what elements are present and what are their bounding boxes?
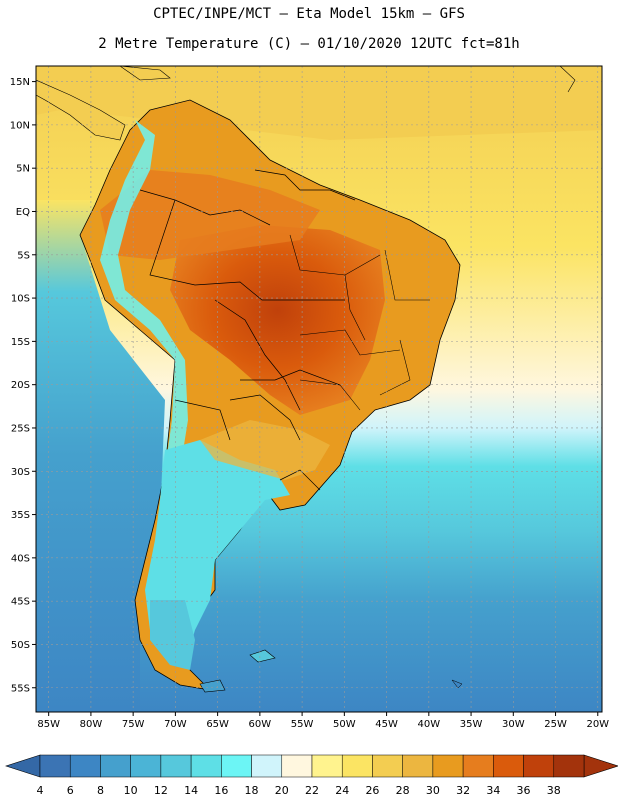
chart-title-line2: 2 Metre Temperature (C) – 01/10/2020 12U…	[98, 36, 520, 52]
lon-tick-label: 75W	[122, 719, 145, 730]
colorbar-label: 26	[365, 784, 379, 797]
tierra-del-fuego	[199, 679, 226, 693]
colorbar-segment	[130, 754, 162, 778]
colorbar-segment	[341, 754, 373, 778]
colorbar-label: 20	[275, 784, 289, 797]
colorbar-label: 16	[214, 784, 228, 797]
colorbar-segment	[100, 754, 131, 778]
colorbar-segment	[553, 754, 585, 778]
south-georgia-island	[451, 679, 463, 689]
lat-tick-label: 10N	[10, 120, 30, 131]
lon-tick-label: 60W	[249, 719, 272, 730]
colorbar-label: 18	[245, 784, 259, 797]
temperature-colorbar: 4 6 8 10 12 14 16 18 20 22 24 26 28 30 32 34 36 38	[5, 754, 618, 797]
colorbar-segment	[432, 754, 464, 778]
lat-tick-label: 15N	[10, 77, 30, 88]
colorbar-label: 12	[154, 784, 168, 797]
lon-tick-label: 30W	[502, 719, 525, 730]
colorbar-label: 28	[396, 784, 410, 797]
colorbar-label: 22	[305, 784, 319, 797]
lon-tick-label: 35W	[460, 719, 483, 730]
colorbar-segment	[190, 754, 222, 778]
colorbar-segment	[311, 754, 343, 778]
lon-tick-label: 50W	[333, 719, 356, 730]
colorbar-segment	[372, 754, 403, 778]
map-frame	[35, 65, 603, 713]
lat-lon-grid	[36, 66, 602, 712]
colorbar-segment	[251, 754, 283, 778]
lon-tick-label: 85W	[37, 719, 60, 730]
colorbar-high-arrow	[583, 754, 618, 778]
lon-tick-label: 80W	[80, 719, 103, 730]
country-borders	[139, 169, 356, 491]
lon-tick-label: 25W	[544, 719, 567, 730]
colorbar-label: 34	[486, 784, 500, 797]
colorbar-low-arrow	[5, 754, 41, 778]
colorbar-segment	[69, 754, 101, 778]
colorbar-label: 4	[37, 784, 44, 797]
lat-tick-label: 35S	[11, 510, 30, 521]
colorbar-segment	[462, 754, 494, 778]
colorbar-label: 10	[124, 784, 138, 797]
caribbean-islands	[119, 66, 171, 81]
state-borders	[289, 234, 430, 411]
patagonia-region	[150, 600, 195, 670]
andes-cool-strip	[100, 120, 188, 520]
colorbar-segment	[402, 754, 434, 778]
lat-tick-label: 10S	[11, 294, 30, 305]
lat-tick-label: 30S	[11, 467, 30, 478]
lon-tick-label: 65W	[206, 719, 229, 730]
colorbar-segment	[493, 754, 524, 778]
colorbar-segment	[39, 754, 71, 778]
lon-tick-label: 70W	[164, 719, 187, 730]
lon-tick-label: 40W	[418, 719, 441, 730]
lat-tick-label: 20S	[11, 380, 30, 391]
lat-tick-label: 45S	[11, 597, 30, 608]
colorbar-label: 6	[67, 784, 74, 797]
chart-title-line1: CPTEC/INPE/MCT – Eta Model 15km – GFS	[153, 6, 465, 22]
lat-tick-label: 5N	[16, 164, 30, 175]
colorbar-segment	[523, 754, 555, 778]
colorbar-label: 32	[456, 784, 470, 797]
lat-tick-label: 15S	[11, 337, 30, 348]
latitude-axis: 15N 10N 5N EQ 5S 10S 15S 20S 25S 30S 35S 40S 45S 50S 5…	[10, 77, 36, 694]
colorbar-label: 36	[517, 784, 531, 797]
colorbar-label: 30	[426, 784, 440, 797]
colorbar-label: 8	[97, 784, 104, 797]
colorbar-segment	[281, 754, 313, 778]
lat-tick-label: 50S	[11, 640, 30, 651]
pacific-ocean	[36, 200, 165, 712]
lat-tick-label: 25S	[11, 423, 30, 434]
lon-tick-label: 45W	[375, 719, 398, 730]
lon-tick-label: 55W	[291, 719, 314, 730]
longitude-axis: 85W 80W 75W 70W 65W 60W 55W 50W 45W 40W 35W 30W 25W 2…	[37, 712, 609, 730]
colorbar-label: 38	[547, 784, 561, 797]
lat-tick-label: 40S	[11, 553, 30, 564]
colorbar-segment	[160, 754, 192, 778]
colorbar-label: 14	[184, 784, 198, 797]
lon-tick-label: 20W	[586, 719, 609, 730]
lat-tick-label: 55S	[11, 683, 30, 694]
lat-tick-label: EQ	[16, 207, 30, 218]
lat-tick-label: 5S	[17, 250, 30, 261]
hot-core-region	[170, 225, 385, 415]
colorbar-segment	[221, 754, 252, 778]
colorbar-label: 24	[335, 784, 349, 797]
lesser-antilles	[559, 66, 576, 93]
